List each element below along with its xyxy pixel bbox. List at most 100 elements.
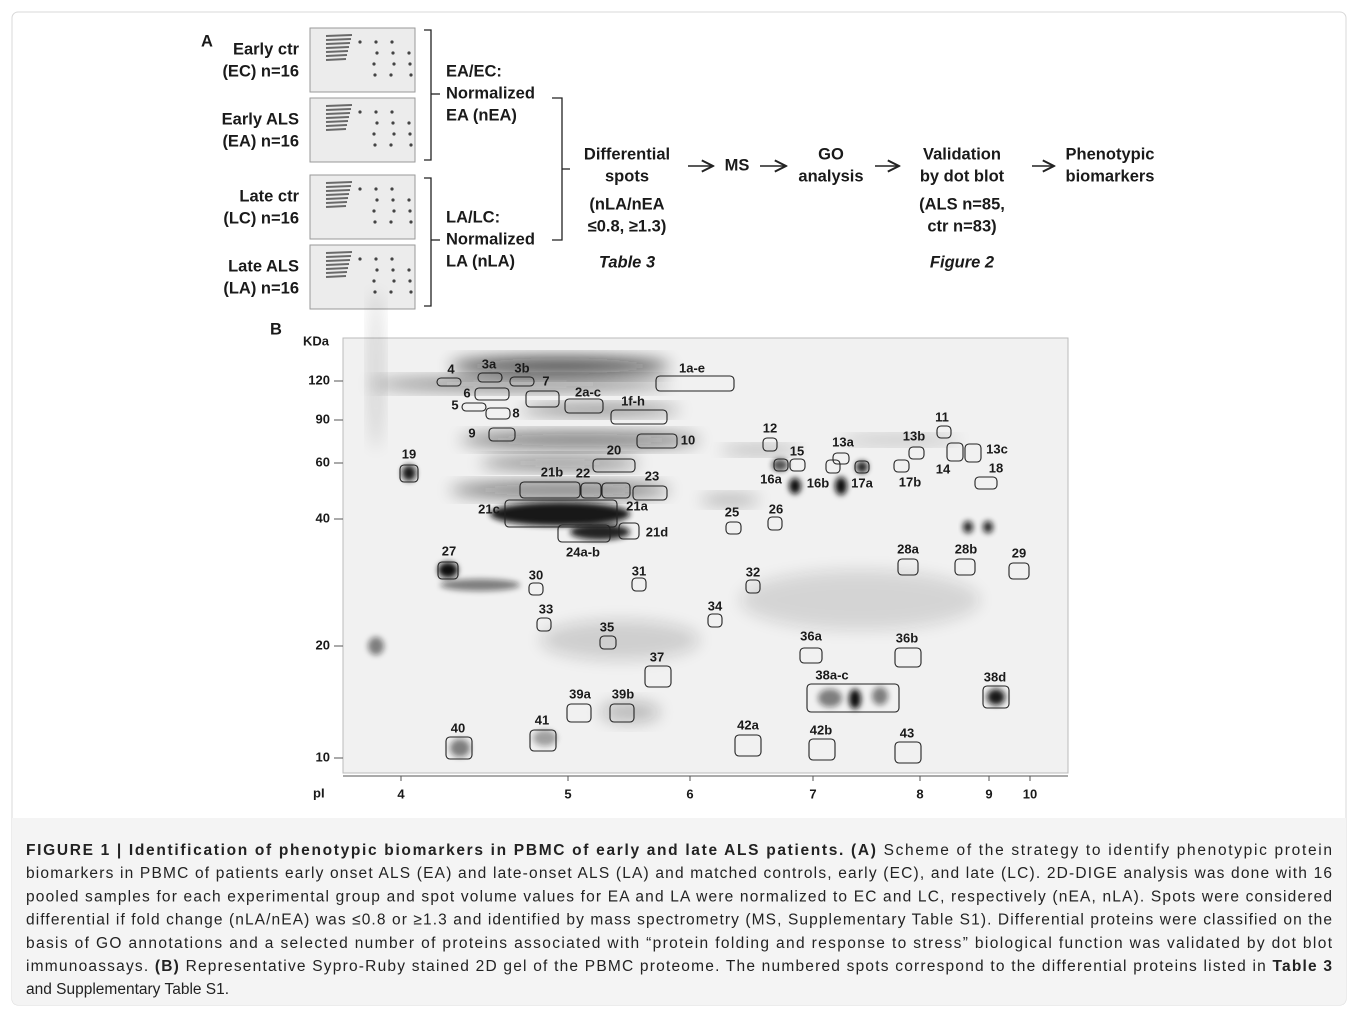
gel-spot [480, 457, 640, 469]
spot-box [445, 736, 473, 760]
gel-dot [358, 110, 362, 114]
gel-dot [407, 51, 411, 55]
gel-dot [409, 143, 413, 147]
gel-band [325, 124, 348, 127]
spot-label: 42a [737, 717, 759, 732]
gel-spot [740, 570, 980, 630]
gel-dot [407, 198, 411, 202]
spot-box [773, 458, 789, 472]
spot-label: 43 [900, 725, 914, 740]
spot-label: 22 [576, 465, 590, 480]
gel-band [325, 42, 351, 45]
gel-dot [408, 62, 412, 66]
gel-band [325, 189, 351, 192]
gel-band [325, 128, 347, 131]
spot-label: 13c [986, 441, 1008, 456]
step-text: Differential [584, 145, 670, 163]
spot-box [799, 647, 823, 664]
caption-run: immunoassays. [26, 958, 154, 975]
gel-dot [375, 121, 379, 125]
gel-band [325, 267, 349, 270]
gel-spot [450, 739, 470, 757]
gel-dot [407, 121, 411, 125]
spot-label: 14 [936, 461, 951, 476]
panel-label: B [270, 320, 282, 338]
gel-dot [389, 73, 393, 77]
gel-dot [391, 121, 395, 125]
spot-label: 7 [542, 373, 549, 388]
gel-thumbnail [309, 97, 416, 163]
spot-label: 10 [681, 432, 695, 447]
gel-dot [391, 51, 395, 55]
caption-run: basis of GO annotations and a selected n… [26, 935, 1333, 952]
spot-box [477, 372, 503, 383]
spot-label: 1a-e [679, 360, 705, 375]
spot-box [599, 635, 617, 650]
spot-box [644, 665, 672, 688]
gel-dot [373, 73, 377, 77]
gel-band [325, 112, 351, 115]
gel-band [325, 50, 349, 53]
caption-line: and Supplementary Table S1. [26, 981, 229, 998]
group-name: Early ALS [222, 110, 299, 128]
step-reference: Table 3 [599, 253, 655, 271]
spot-box [528, 582, 544, 596]
normalization-text: Normalized [446, 230, 535, 248]
y-tick-label: 60 [316, 454, 330, 469]
gel-dot [389, 290, 393, 294]
gel-band [325, 197, 349, 200]
spot-box [894, 647, 922, 668]
spot-box [725, 521, 742, 535]
gel-band [325, 251, 353, 254]
gel-dot [392, 279, 396, 283]
caption-line: immunoassays. (B) Representative Sypro-R… [26, 958, 1332, 975]
x-tick-label: 4 [397, 786, 405, 801]
spot-box [946, 442, 964, 462]
gel-dot [409, 73, 413, 77]
spot-box [609, 703, 635, 723]
spot-box [436, 377, 462, 387]
gel-dot [374, 187, 378, 191]
spot-box [734, 734, 762, 757]
spot-box [832, 452, 850, 465]
gel-dot [373, 220, 377, 224]
caption-line: biomarkers in PBMC of patients early ons… [26, 865, 1332, 882]
gel-band [325, 193, 350, 196]
spot-box [707, 613, 723, 628]
gel-band [325, 116, 350, 119]
group-name: Early ctr [233, 40, 300, 58]
gel-thumbnail [309, 174, 416, 240]
y-tick-label: 90 [316, 411, 330, 426]
gel-band [325, 205, 347, 208]
spot-label: 8 [512, 405, 519, 420]
gel-dot [372, 209, 376, 213]
gel-spot [440, 579, 520, 591]
spot-box [982, 685, 1010, 709]
gel-dot [391, 198, 395, 202]
gel-spot [540, 620, 700, 660]
gel-spot [370, 378, 670, 390]
gel-band [325, 185, 352, 188]
gel-spot [438, 562, 458, 578]
gel-spot [849, 689, 861, 709]
gel-dot [389, 220, 393, 224]
gel-dot [392, 62, 396, 66]
caption-run: biomarkers in PBMC of patients early ons… [26, 865, 1332, 882]
caption: FIGURE 1 | Identification of phenotypic … [26, 842, 1333, 998]
spot-box [610, 409, 668, 425]
step-text: by dot blot [920, 167, 1005, 185]
gel-spot [818, 689, 842, 707]
spot-box [974, 476, 998, 490]
caption-run: (B) [155, 958, 179, 975]
spot-box [655, 375, 735, 392]
caption-run: and Supplementary Table S1. [26, 981, 229, 998]
gel-dot [392, 132, 396, 136]
spot-box [893, 459, 910, 473]
gel-band [325, 54, 348, 57]
step-text: Phenotypic [1066, 145, 1155, 163]
gel-dot [389, 143, 393, 147]
gel-band [325, 34, 353, 37]
spot-box [908, 446, 925, 460]
spot-box [536, 617, 552, 632]
spot-box [632, 485, 668, 501]
